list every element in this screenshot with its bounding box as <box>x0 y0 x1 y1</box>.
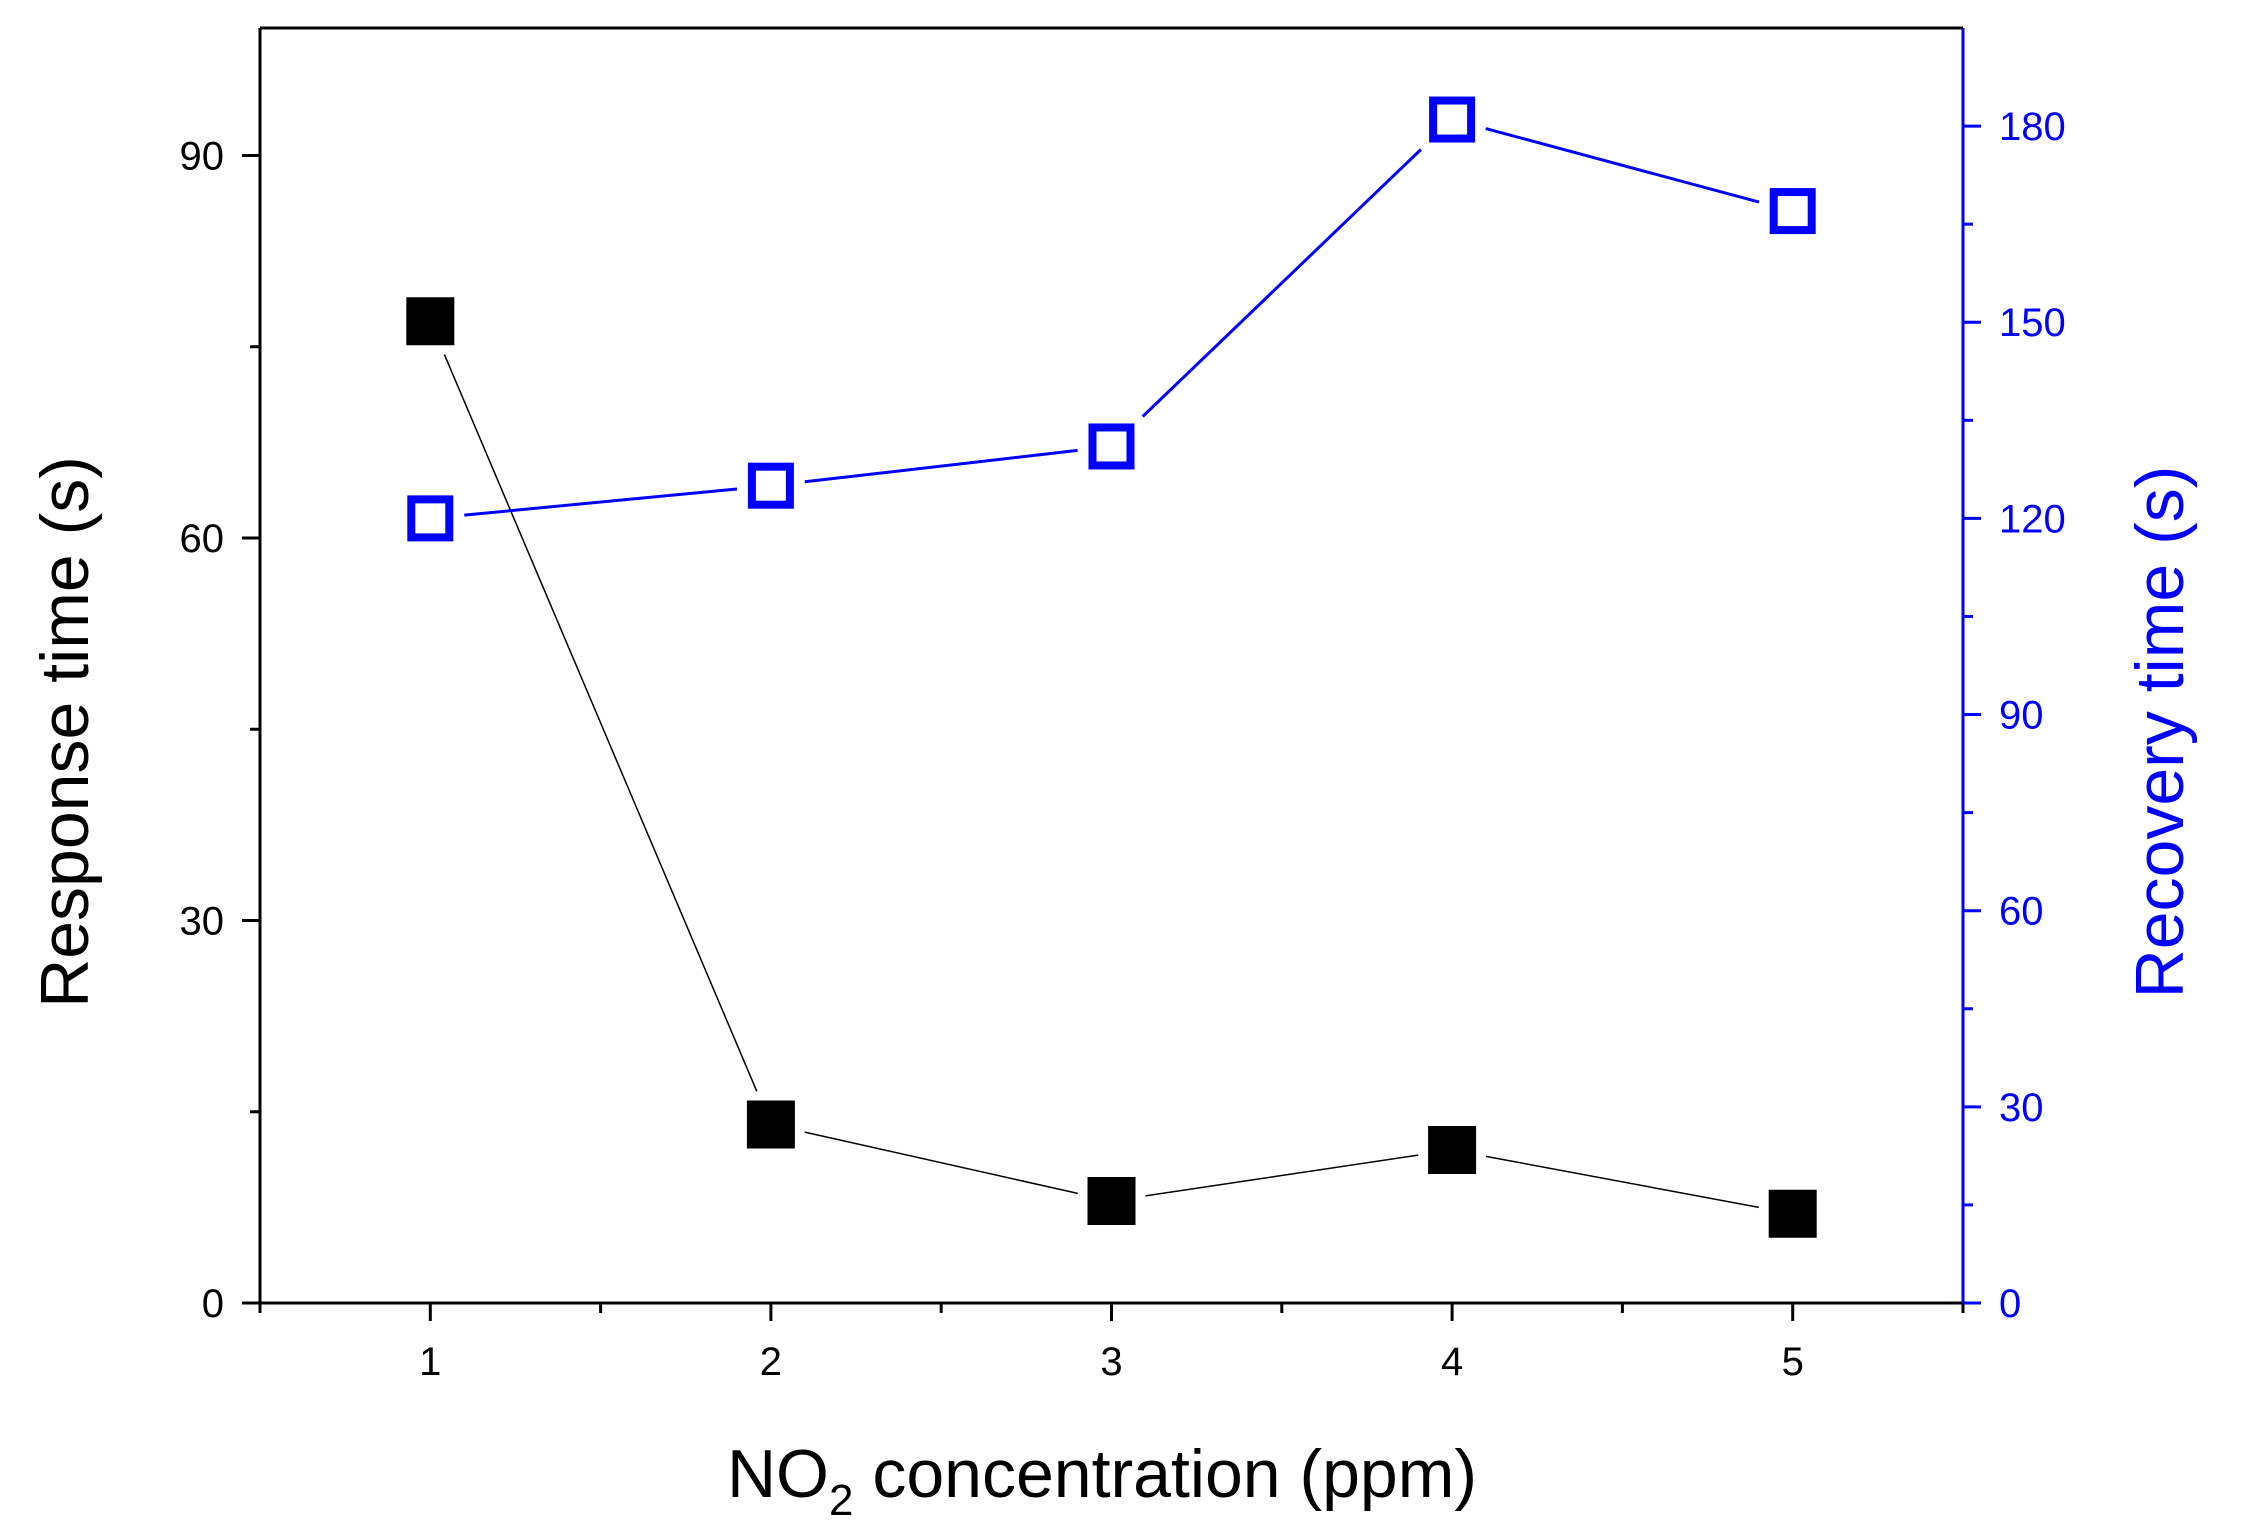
series-line-segment <box>1141 148 1422 418</box>
series-2 <box>407 96 1816 542</box>
y-right-tick-label: 150 <box>1999 301 2066 345</box>
data-point <box>747 462 794 509</box>
y-axis-right-title: Recovery time (s) <box>2122 466 2198 999</box>
data-point <box>746 1100 795 1149</box>
x-axis-title-pre: NO <box>727 1436 829 1512</box>
y-left-tick-label: 30 <box>180 900 225 944</box>
data-point <box>406 297 455 346</box>
y-right-tick-label: 0 <box>1999 1282 2021 1326</box>
axes: 1 2 3 4 5 0 30 60 90 0 30 60 90 120 150 180 <box>180 26 2066 1384</box>
y-right-tick-label: 180 <box>1999 105 2066 149</box>
series-line-segment <box>443 354 758 1092</box>
x-tick-label: 4 <box>1441 1340 1463 1384</box>
x-tick-label: 5 <box>1782 1340 1804 1384</box>
data-point <box>1768 1189 1817 1238</box>
data-point <box>1087 1177 1136 1225</box>
x-axis-title: NO2 concentration (ppm) <box>727 1436 1477 1525</box>
data-point <box>1769 188 1816 235</box>
y-left-tick-label: 90 <box>180 135 225 179</box>
y-right-tick-label: 90 <box>1999 694 2044 738</box>
x-tick-label: 3 <box>1100 1340 1122 1384</box>
series-line-segment <box>804 448 1078 484</box>
series-line-segment <box>1485 1155 1760 1209</box>
data-point <box>1428 1126 1477 1174</box>
y-right-tick-label: 30 <box>1999 1086 2044 1130</box>
y-right-tick-label: 120 <box>1999 497 2066 541</box>
x-axis-title-post: concentration (ppm) <box>853 1436 1477 1512</box>
series-line-segment <box>804 1131 1078 1195</box>
y-right-tick-label: 60 <box>1999 890 2044 934</box>
y-left-tick-label: 0 <box>202 1282 224 1326</box>
y-axis-left-title: Response time (s) <box>27 456 103 1008</box>
data-point <box>1088 423 1135 470</box>
series-layer <box>406 96 1817 1238</box>
series-line-segment <box>1145 1154 1419 1197</box>
y-left-tick-label: 60 <box>180 517 225 561</box>
x-tick-label: 1 <box>419 1340 441 1384</box>
series-line-segment <box>1485 127 1760 204</box>
data-point <box>407 495 454 542</box>
series-1 <box>406 297 1817 1238</box>
series-line-segment <box>464 487 738 517</box>
x-tick-label: 2 <box>760 1340 782 1384</box>
x-axis-title-subscript: 2 <box>829 1476 853 1525</box>
data-point <box>1429 96 1476 143</box>
